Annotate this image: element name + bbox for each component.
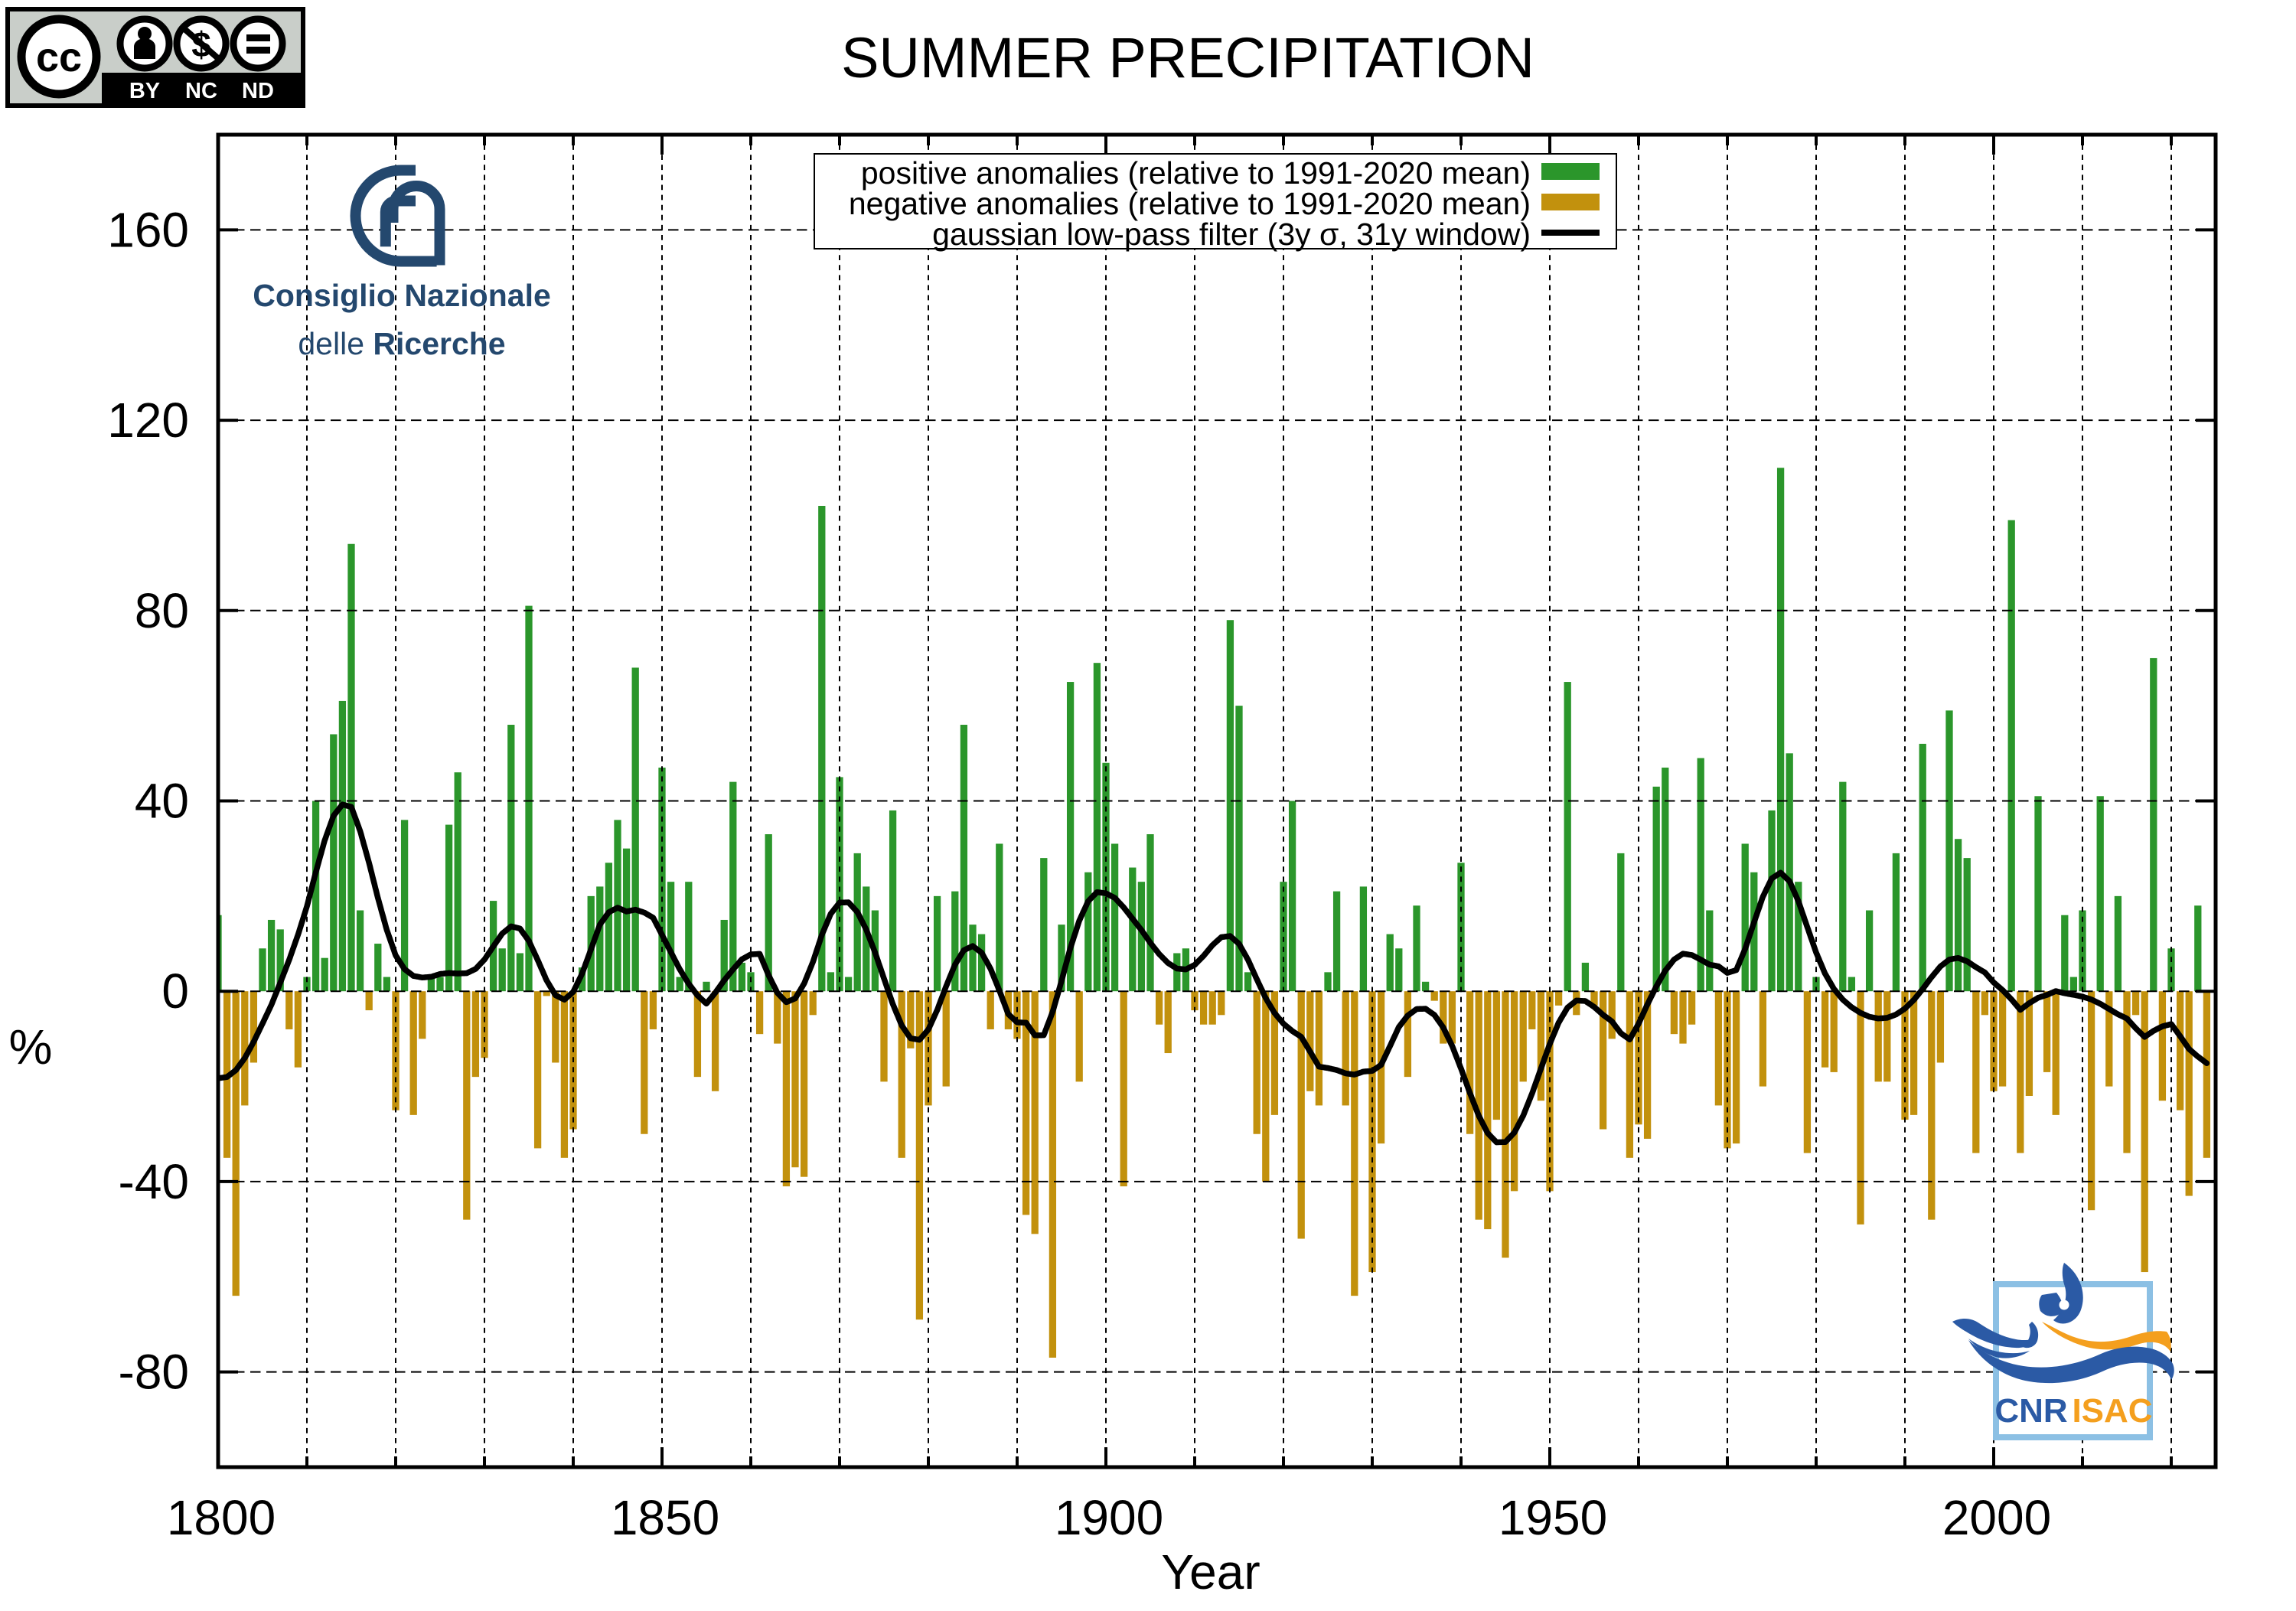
svg-text:ND: ND: [242, 79, 274, 103]
svg-text:ISAC: ISAC: [2072, 1392, 2152, 1430]
svg-text:%: %: [9, 1019, 53, 1075]
svg-text:80: 80: [135, 583, 189, 638]
svg-text:-40: -40: [119, 1154, 190, 1209]
svg-text:2000: 2000: [1942, 1490, 2051, 1545]
svg-text:BY: BY: [129, 79, 160, 103]
svg-text:SUMMER PRECIPITATION: SUMMER PRECIPITATION: [841, 26, 1534, 90]
svg-text:positive anomalies (relative t: positive anomalies (relative to 1991-202…: [861, 155, 1531, 191]
svg-text:0: 0: [161, 964, 189, 1019]
svg-text:gaussian low-pass filter (3y σ: gaussian low-pass filter (3y σ, 31y wind…: [932, 217, 1531, 252]
svg-text:1850: 1850: [611, 1490, 719, 1545]
svg-text:Consiglio Nazionale: Consiglio Nazionale: [253, 278, 551, 313]
svg-text:1900: 1900: [1055, 1490, 1163, 1545]
svg-text:Year: Year: [1161, 1544, 1260, 1600]
svg-text:1950: 1950: [1499, 1490, 1607, 1545]
svg-text:CNR: CNR: [1994, 1392, 2067, 1430]
svg-text:delle Ricerche: delle Ricerche: [298, 326, 505, 361]
svg-text:120: 120: [107, 393, 189, 448]
svg-text:-80: -80: [119, 1345, 190, 1400]
svg-text:NC: NC: [185, 79, 217, 103]
svg-text:cc: cc: [36, 34, 82, 80]
svg-text:40: 40: [135, 774, 189, 829]
svg-text:negative anomalies (relative t: negative anomalies (relative to 1991-202…: [849, 186, 1531, 221]
svg-text:1800: 1800: [167, 1490, 276, 1545]
svg-text:160: 160: [107, 202, 189, 257]
